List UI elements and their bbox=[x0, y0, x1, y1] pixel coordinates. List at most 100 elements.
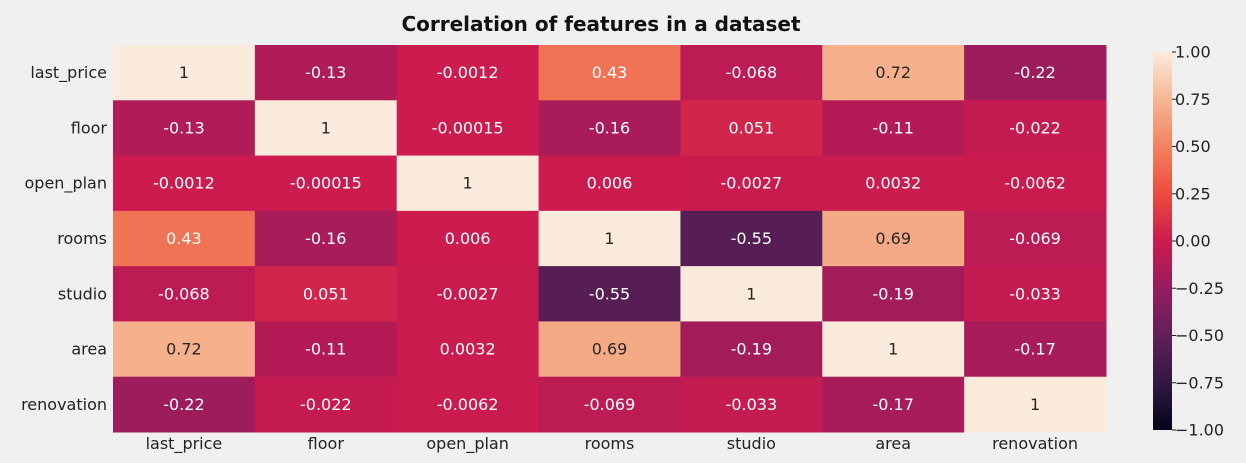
cell-value-label: -0.0027 bbox=[437, 284, 499, 303]
cell-value-label: -0.033 bbox=[1009, 284, 1061, 303]
colorbar-tick-label: 0.75 bbox=[1175, 90, 1211, 109]
row-tick-label: floor bbox=[71, 118, 108, 137]
cell-value-label: 1 bbox=[1030, 395, 1040, 414]
heatmap-cell bbox=[680, 155, 823, 212]
heatmap-cell bbox=[964, 376, 1107, 433]
cell-value-label: -0.033 bbox=[726, 395, 778, 414]
cell-value-label: -0.55 bbox=[589, 284, 630, 303]
heatmap-cell bbox=[964, 155, 1107, 212]
heatmap-cell bbox=[254, 100, 398, 157]
heatmap-cell bbox=[538, 45, 681, 101]
heatmap-cell bbox=[254, 321, 398, 378]
heatmap-cell bbox=[964, 321, 1107, 378]
colorbar-tick-label: 1.00 bbox=[1175, 43, 1211, 62]
heatmap-cell bbox=[396, 321, 540, 378]
heatmap-cell bbox=[822, 100, 965, 157]
row-tick-label: rooms bbox=[57, 229, 107, 248]
cell-value-label: -0.19 bbox=[873, 284, 914, 303]
column-tick-label: rooms bbox=[585, 434, 635, 453]
heatmap-cell bbox=[822, 45, 965, 101]
heatmap-cell bbox=[538, 321, 681, 378]
cell-value-label: -0.0062 bbox=[437, 395, 499, 414]
cell-value-label: 0.43 bbox=[166, 229, 202, 248]
cell-value-label: 1 bbox=[604, 229, 614, 248]
cell-value-label: 0.051 bbox=[728, 118, 774, 137]
heatmap-cell bbox=[964, 210, 1107, 267]
heatmap-cell bbox=[822, 376, 965, 433]
heatmap-cell bbox=[680, 45, 823, 101]
colorbar-tick-label: 0.00 bbox=[1175, 232, 1211, 251]
heatmap-cell bbox=[254, 210, 398, 267]
cell-value-label: 1 bbox=[179, 63, 189, 82]
colorbar-tick-label: −0.25 bbox=[1175, 279, 1224, 298]
heatmap-cell bbox=[254, 45, 398, 101]
colorbar-tick-label: −0.50 bbox=[1175, 326, 1224, 345]
row-tick-label: last_price bbox=[30, 63, 107, 83]
heatmap-cell bbox=[538, 155, 681, 212]
cell-value-label: -0.13 bbox=[305, 63, 346, 82]
heatmap-cell bbox=[680, 376, 823, 433]
heatmap-cell bbox=[538, 266, 681, 322]
column-tick-label: last_price bbox=[146, 434, 223, 454]
cell-value-label: 0.69 bbox=[875, 229, 911, 248]
cell-value-label: -0.0012 bbox=[153, 174, 215, 193]
heatmap-cell bbox=[680, 266, 823, 322]
heatmap-cell bbox=[680, 100, 823, 157]
heatmap-cell bbox=[822, 321, 965, 378]
cell-value-label: 0.006 bbox=[445, 229, 491, 248]
heatmap-cell bbox=[113, 376, 256, 433]
colorbar-tick-label: −0.75 bbox=[1175, 373, 1224, 392]
cell-value-label: 0.006 bbox=[587, 174, 633, 193]
cell-value-label: -0.069 bbox=[584, 395, 636, 414]
cell-value-label: -0.0062 bbox=[1004, 174, 1066, 193]
cell-value-label: -0.00015 bbox=[290, 174, 362, 193]
heatmap-cell bbox=[964, 100, 1107, 157]
heatmap-cell bbox=[254, 266, 398, 322]
cell-value-label: -0.16 bbox=[589, 118, 630, 137]
chart-title: Correlation of features in a dataset bbox=[401, 12, 801, 36]
heatmap-cell bbox=[538, 376, 681, 433]
cell-value-label: -0.0027 bbox=[720, 174, 782, 193]
cell-value-label: -0.022 bbox=[300, 395, 352, 414]
cell-value-label: 0.0032 bbox=[865, 174, 921, 193]
cell-value-label: -0.22 bbox=[163, 395, 204, 414]
cell-value-label: -0.0012 bbox=[437, 63, 499, 82]
heatmap-cell bbox=[538, 210, 681, 267]
cell-value-label: 0.43 bbox=[592, 63, 628, 82]
heatmap-cell bbox=[113, 266, 256, 322]
cell-value-label: 0.69 bbox=[592, 340, 628, 359]
heatmap-cell bbox=[396, 210, 540, 267]
column-tick-label: open_plan bbox=[426, 434, 508, 454]
row-tick-label: renovation bbox=[21, 395, 107, 414]
heatmap-cell bbox=[822, 210, 965, 267]
colorbar-tick-labels: 1.00 0.75 0.50 0.25 0.00 −0.25 −0.50 −0.75 −1.00 bbox=[1172, 43, 1224, 440]
heatmap-cell bbox=[396, 155, 540, 212]
heatmap-cell bbox=[254, 376, 398, 433]
column-tick-label: floor bbox=[308, 434, 345, 453]
cell-value-label: -0.17 bbox=[873, 395, 914, 414]
row-tick-label: studio bbox=[58, 284, 107, 303]
heatmap-cell bbox=[680, 210, 823, 267]
heatmap-cell bbox=[396, 266, 540, 322]
cell-value-label: -0.068 bbox=[726, 63, 778, 82]
cell-value-label: 0.051 bbox=[303, 284, 349, 303]
heatmap-cells: 1 -0.13 -0.0012 0.43 -0.068 0.72 -0.22 -0.13 1 -0… bbox=[113, 45, 1107, 433]
heatmap-cell bbox=[396, 100, 540, 157]
colorbar-tick-label: 0.25 bbox=[1175, 184, 1211, 203]
cell-value-label: 1 bbox=[321, 118, 331, 137]
cell-value-label: -0.17 bbox=[1014, 340, 1055, 359]
heatmap-cell bbox=[113, 45, 256, 101]
heatmap-cell bbox=[396, 376, 540, 433]
row-tick-label: area bbox=[71, 340, 107, 359]
cell-value-label: 1 bbox=[746, 284, 756, 303]
cell-value-label: 0.72 bbox=[875, 63, 911, 82]
column-tick-label: area bbox=[875, 434, 911, 453]
heatmap-cell bbox=[396, 45, 540, 101]
cell-value-label: 0.0032 bbox=[440, 340, 496, 359]
heatmap-cell bbox=[964, 266, 1107, 322]
colorbar-tick-label: 0.50 bbox=[1175, 137, 1211, 156]
column-tick-label: studio bbox=[727, 434, 776, 453]
heatmap-cell bbox=[113, 155, 256, 212]
